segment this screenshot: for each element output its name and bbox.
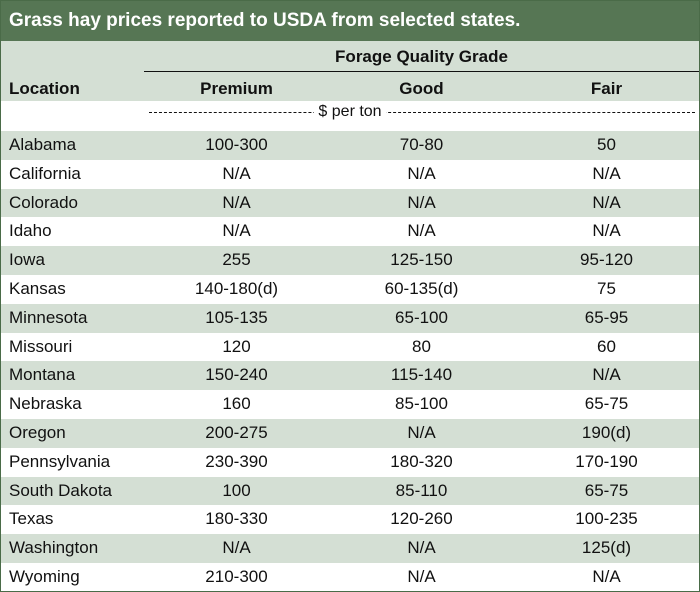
cell-good: N/A	[407, 221, 436, 241]
cell-location: Missouri	[9, 336, 73, 356]
cell-location: Idaho	[9, 221, 52, 241]
cell-good: N/A	[407, 538, 436, 558]
cell-premium: 180-330	[205, 509, 268, 529]
unit-row: $ per ton	[1, 101, 699, 131]
cell-fair: 65-75	[584, 394, 629, 414]
cell-location: Oregon	[9, 422, 66, 442]
cell-premium: 230-390	[205, 451, 268, 471]
table-row: Montana 150-240 115-140 N/A	[1, 361, 699, 391]
cell-fair: 65-95	[584, 307, 629, 327]
table-row: Oregon 200-275 N/A 190(d)	[1, 418, 699, 448]
cell-location: Wyoming	[9, 566, 80, 586]
cell-fair: 170-190	[575, 451, 638, 471]
cell-fair: 65-75	[584, 480, 629, 500]
cell-fair: 50	[597, 135, 616, 154]
cell-premium: 200-275	[205, 422, 268, 442]
table-row: Colorado N/A N/A N/A	[1, 188, 699, 218]
cell-good: 60-135(d)	[384, 278, 459, 298]
cell-fair: 125(d)	[581, 538, 632, 558]
cell-premium: 150-240	[205, 365, 268, 385]
cell-fair: N/A	[592, 365, 621, 385]
cell-good: N/A	[407, 192, 436, 212]
table-row: Idaho N/A N/A N/A	[1, 217, 699, 246]
table-row: Alabama 100-300 70-80 50	[1, 131, 699, 160]
table-row: Texas 180-330 120-260 100-235	[1, 505, 699, 534]
cell-premium: 120	[222, 336, 251, 356]
table-row: Wyoming 210-300 N/A N/A	[1, 563, 699, 592]
table-row: Pennsylvania 230-390 180-320 170-190	[1, 448, 699, 477]
cell-fair: N/A	[592, 163, 621, 183]
column-header-premium: Premium	[200, 79, 273, 98]
table-row: Iowa 255 125-150 95-120	[1, 246, 699, 275]
cell-good: N/A	[407, 566, 436, 586]
cell-premium: 100	[222, 480, 251, 500]
cell-fair: 100-235	[575, 509, 638, 529]
cell-location: Pennsylvania	[9, 451, 111, 471]
column-header-fair: Fair	[590, 79, 623, 98]
cell-good: 115-140	[390, 365, 453, 385]
table-row: Washington N/A N/A 125(d)	[1, 534, 699, 563]
cell-fair: N/A	[592, 221, 621, 241]
cell-good: N/A	[407, 422, 436, 442]
cell-good: 120-260	[390, 509, 453, 529]
cell-premium: 160	[222, 394, 251, 414]
cell-good: 85-110	[395, 480, 448, 500]
cell-premium: N/A	[222, 163, 251, 183]
table-row: South Dakota 100 85-110 65-75	[1, 476, 699, 506]
cell-good: 85-100	[395, 394, 448, 414]
cell-good: 125-150	[390, 250, 453, 270]
table-title: Grass hay prices reported to USDA from s…	[1, 1, 699, 41]
column-header-good: Good	[399, 79, 444, 98]
cell-fair: 75	[597, 278, 616, 298]
cell-fair: N/A	[592, 192, 621, 212]
table-header: Forage Quality Grade Location Premium Go…	[1, 41, 699, 101]
group-header-rule	[144, 71, 699, 72]
group-header-forage-quality: Forage Quality Grade	[335, 47, 508, 66]
unit-dashed-rule	[149, 112, 695, 113]
table-body: Alabama 100-300 70-80 50 California N/A …	[1, 131, 699, 592]
table-row: Kansas 140-180(d) 60-135(d) 75	[1, 275, 699, 304]
cell-good: 70-80	[399, 135, 444, 154]
cell-good: 65-100	[395, 307, 448, 327]
cell-premium: 100-300	[205, 135, 268, 154]
cell-location: Kansas	[9, 278, 66, 298]
cell-location: South Dakota	[9, 480, 113, 500]
cell-premium: N/A	[222, 221, 251, 241]
cell-location: Nebraska	[9, 394, 82, 414]
cell-location: Iowa	[9, 250, 45, 270]
cell-good: 180-320	[390, 451, 453, 471]
unit-label: $ per ton	[314, 103, 386, 120]
cell-premium: 210-300	[205, 566, 268, 586]
cell-good: 80	[412, 336, 431, 356]
table-row: Minnesota 105-135 65-100 65-95	[1, 303, 699, 333]
column-header-location: Location	[9, 79, 80, 98]
cell-location: Colorado	[9, 192, 78, 212]
cell-location: California	[9, 163, 81, 183]
cell-premium: N/A	[222, 192, 251, 212]
cell-premium: 140-180(d)	[194, 278, 279, 298]
cell-premium: N/A	[222, 538, 251, 558]
cell-location: Montana	[9, 365, 76, 385]
cell-fair: 95-120	[580, 250, 633, 270]
cell-good: N/A	[407, 163, 436, 183]
table-row: California N/A N/A N/A	[1, 160, 699, 189]
cell-premium: 255	[222, 250, 251, 270]
cell-location: Alabama	[9, 135, 77, 154]
cell-fair: N/A	[592, 566, 621, 586]
cell-fair: 60	[597, 336, 616, 356]
cell-location: Washington	[9, 538, 99, 558]
table-row: Missouri 120 80 60	[1, 333, 699, 362]
cell-location: Texas	[9, 509, 54, 529]
cell-fair: 190(d)	[581, 422, 632, 442]
table-row: Nebraska 160 85-100 65-75	[1, 390, 699, 419]
cell-location: Minnesota	[9, 307, 88, 327]
cell-premium: 105-135	[205, 307, 268, 327]
